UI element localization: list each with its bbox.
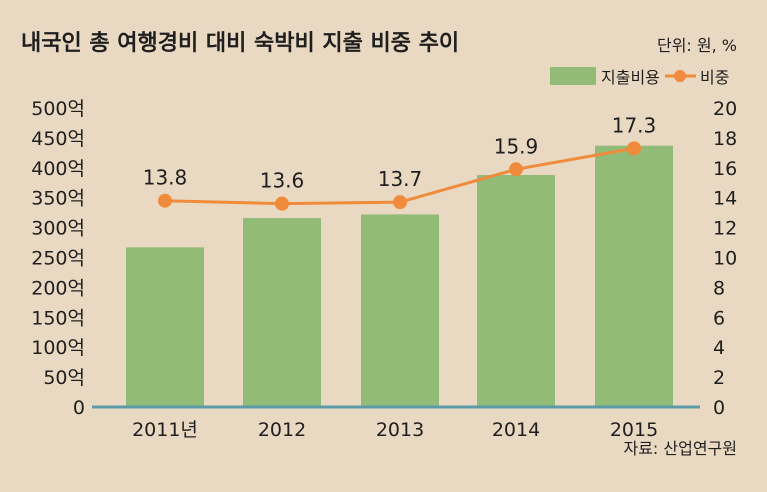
x-tick-label: 2014 [492,419,540,441]
line-point [509,162,523,177]
y-left-tick-label: 400억 [31,158,85,180]
x-axis: 2011년 2012 2013 2014 2015 [132,419,658,441]
bar [361,214,439,407]
y-left-tick-label: 300억 [31,218,85,240]
right-axis: 0 2 4 6 8 10 12 14 16 18 20 [713,98,737,419]
y-left-tick-label: 450억 [31,128,85,150]
legend-label-bar: 지출비용 [601,68,660,87]
y-right-tick-label: 6 [713,307,725,329]
data-label: 13.8 [143,166,188,190]
bar [126,247,204,407]
x-tick-label: 2013 [376,419,424,441]
legend-marker [674,70,686,82]
y-right-tick-label: 18 [713,128,737,150]
legend: 지출비용 비중 [550,67,729,87]
line-point [158,193,172,208]
y-left-tick-label: 350억 [31,188,85,210]
data-label: 17.3 [612,113,657,137]
y-right-tick-label: 2 [713,367,725,389]
y-left-tick-label: 50억 [43,367,85,389]
bar [243,218,321,407]
y-right-tick-label: 14 [713,188,737,210]
data-label: 13.6 [260,169,305,193]
line-point [275,196,289,211]
bar-series [126,145,673,407]
legend-label-line: 비중 [700,68,729,87]
x-tick-label: 2015 [610,419,658,441]
data-label: 15.9 [494,134,539,158]
line-point [627,141,641,156]
chart-title: 내국인 총 여행경비 대비 숙박비 지출 비중 추이 [21,31,459,56]
y-left-tick-label: 100억 [31,337,85,359]
left-axis: 0 50억 100억 150억 200억 250억 300억 350억 400억 450억 500억 [31,98,85,419]
data-label: 13.7 [378,167,423,191]
x-tick-label: 2012 [258,419,306,441]
line-series: 13.8 13.6 13.7 15.9 17.3 [143,113,657,211]
bar [477,174,555,407]
bar [595,145,673,407]
y-right-tick-label: 20 [713,98,737,120]
x-tick-label: 2011년 [132,419,198,441]
y-right-tick-label: 8 [713,277,725,299]
legend-bar-swatch [550,67,596,85]
y-right-tick-label: 16 [713,158,737,180]
y-left-tick-label: 150억 [31,307,85,329]
line-point [393,195,407,210]
y-right-tick-label: 0 [713,397,725,419]
y-right-tick-label: 4 [713,337,725,359]
y-left-tick-label: 250억 [31,248,85,270]
y-left-tick-label: 0 [73,397,85,419]
y-right-tick-label: 10 [713,248,737,270]
y-left-tick-label: 200억 [31,277,85,299]
y-left-tick-label: 500억 [31,98,85,120]
y-right-tick-label: 12 [713,218,737,240]
source-label: 자료: 산업연구원 [623,439,737,458]
unit-label: 단위: 원, % [657,36,737,55]
